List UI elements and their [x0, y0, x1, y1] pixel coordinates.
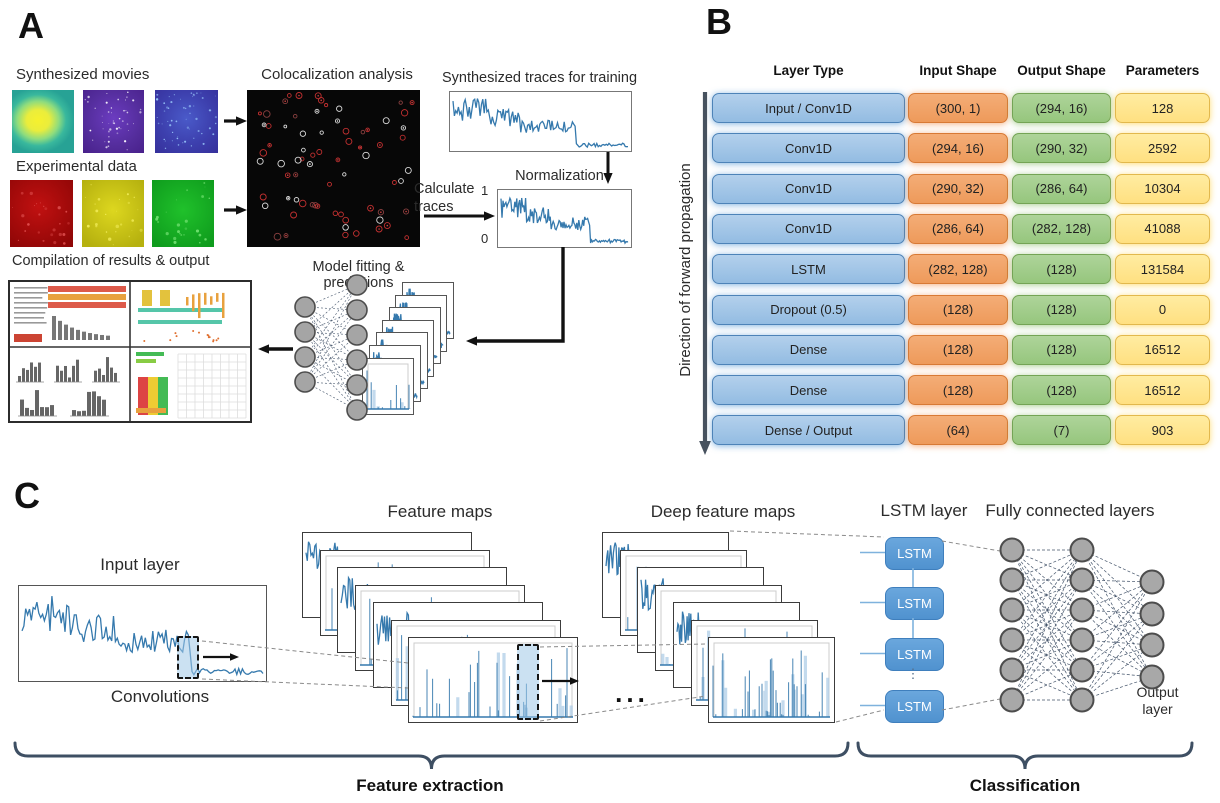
table-cell-layer-type: Conv1D — [712, 173, 905, 204]
feature-map-convolution-window — [517, 644, 539, 720]
table-cell-output-shape: (286, 64) — [1012, 173, 1111, 204]
colocalization-image — [247, 90, 420, 247]
normalization-axis-max: 1 — [481, 183, 489, 198]
table-cell-input-shape: (128) — [908, 294, 1008, 325]
dfm-stack-frame — [708, 637, 836, 723]
synthesized-movie-thumbnail-3 — [155, 90, 218, 153]
table-cell-layer-type: Dense / Output — [712, 415, 905, 446]
synthesized-movies-label: Synthesized movies — [16, 66, 150, 83]
table-cell-layer-type: LSTM — [712, 254, 905, 285]
fully-connected-label: Fully connected layers — [985, 501, 1155, 520]
table-cell-parameters: 903 — [1115, 415, 1210, 446]
classification-label: Classification — [969, 776, 1081, 795]
lstm-unit: LSTM — [885, 537, 944, 570]
column-header-parameters: Parameters — [1125, 63, 1200, 78]
convolutions-label: Convolutions — [110, 687, 210, 706]
table-cell-layer-type: Conv1D — [712, 133, 905, 164]
column-header-output-shape: Output Shape — [1017, 63, 1106, 78]
forward-propagation-direction-label: Direction of forward propagation — [677, 163, 694, 377]
experimental-thumbnail-yellow — [82, 180, 144, 247]
table-cell-output-shape: (7) — [1012, 415, 1111, 446]
table-cell-output-shape: (128) — [1012, 254, 1111, 285]
input-layer-label: Input layer — [100, 555, 180, 574]
experimental-thumbnail-red — [10, 180, 73, 247]
deep-feature-maps-label: Deep feature maps — [650, 502, 796, 521]
table-cell-layer-type: Input / Conv1D — [712, 93, 905, 123]
table-cell-input-shape: (286, 64) — [908, 213, 1008, 244]
table-cell-parameters: 41088 — [1115, 213, 1210, 244]
table-cell-input-shape: (64) — [908, 415, 1008, 446]
feature-maps-label: Feature maps — [387, 502, 493, 521]
lstm-unit: LSTM — [885, 690, 944, 723]
table-cell-output-shape: (290, 32) — [1012, 133, 1111, 164]
table-cell-input-shape: (128) — [908, 334, 1008, 365]
convolution-window — [177, 636, 199, 679]
table-cell-input-shape: (294, 16) — [908, 133, 1008, 164]
colocalization-label: Colocalization analysis — [261, 66, 413, 83]
synthesized-movie-thumbnail-2 — [83, 90, 144, 153]
table-cell-input-shape: (128) — [908, 375, 1008, 406]
stack-ellipsis: ... — [615, 678, 649, 708]
table-cell-layer-type: Conv1D — [712, 213, 905, 244]
output-layer-label: Output layer — [1136, 684, 1179, 717]
table-cell-parameters: 128 — [1115, 93, 1210, 123]
table-cell-input-shape: (300, 1) — [908, 93, 1008, 123]
table-cell-input-shape: (282, 128) — [908, 254, 1008, 285]
lstm-layer-label: LSTM layer — [880, 501, 968, 520]
table-cell-input-shape: (290, 32) — [908, 173, 1008, 204]
table-cell-layer-type: Dense — [712, 375, 905, 406]
lstm-unit: LSTM — [885, 638, 944, 671]
model-trace-frame — [362, 357, 415, 415]
table-cell-output-shape: (294, 16) — [1012, 93, 1111, 123]
synthesized-traces-label: Synthesized traces for training — [441, 70, 638, 86]
lstm-unit: LSTM — [885, 587, 944, 620]
experimental-thumbnail-green — [152, 180, 214, 247]
table-cell-output-shape: (282, 128) — [1012, 213, 1111, 244]
table-cell-output-shape: (128) — [1012, 334, 1111, 365]
column-header-layer-type: Layer Type — [773, 63, 844, 78]
panel-b-label: B — [706, 1, 732, 42]
panel-c-label: C — [14, 475, 40, 516]
normalization-axis-min: 0 — [481, 231, 489, 246]
feature-extraction-label: Feature extraction — [356, 776, 504, 795]
normalization-label: Normalization — [515, 168, 604, 184]
compilation-label: Compilation of results & output — [12, 253, 210, 269]
fm-stack-frame — [408, 637, 579, 723]
table-cell-output-shape: (128) — [1012, 375, 1111, 406]
compilation-results-image — [8, 280, 252, 423]
table-cell-parameters: 10304 — [1115, 173, 1210, 204]
lstm-continuation-dots: ⋮ — [906, 666, 920, 681]
table-cell-parameters: 131584 — [1115, 254, 1210, 285]
experimental-data-label: Experimental data — [16, 158, 137, 175]
input-layer-plot — [18, 585, 267, 682]
table-cell-parameters: 16512 — [1115, 334, 1210, 365]
calculate-traces-label: Calculate traces — [414, 181, 475, 216]
table-cell-layer-type: Dropout (0.5) — [712, 294, 905, 325]
table-cell-layer-type: Dense — [712, 334, 905, 365]
normalization-plot — [497, 189, 632, 248]
synthesized-traces-plot — [449, 91, 632, 152]
table-cell-parameters: 2592 — [1115, 133, 1210, 164]
table-cell-output-shape: (128) — [1012, 294, 1111, 325]
synthesized-movie-thumbnail-1 — [12, 90, 74, 153]
column-header-input-shape: Input Shape — [919, 63, 997, 78]
table-cell-parameters: 16512 — [1115, 375, 1210, 406]
panel-a-label: A — [18, 5, 44, 46]
table-cell-parameters: 0 — [1115, 294, 1210, 325]
